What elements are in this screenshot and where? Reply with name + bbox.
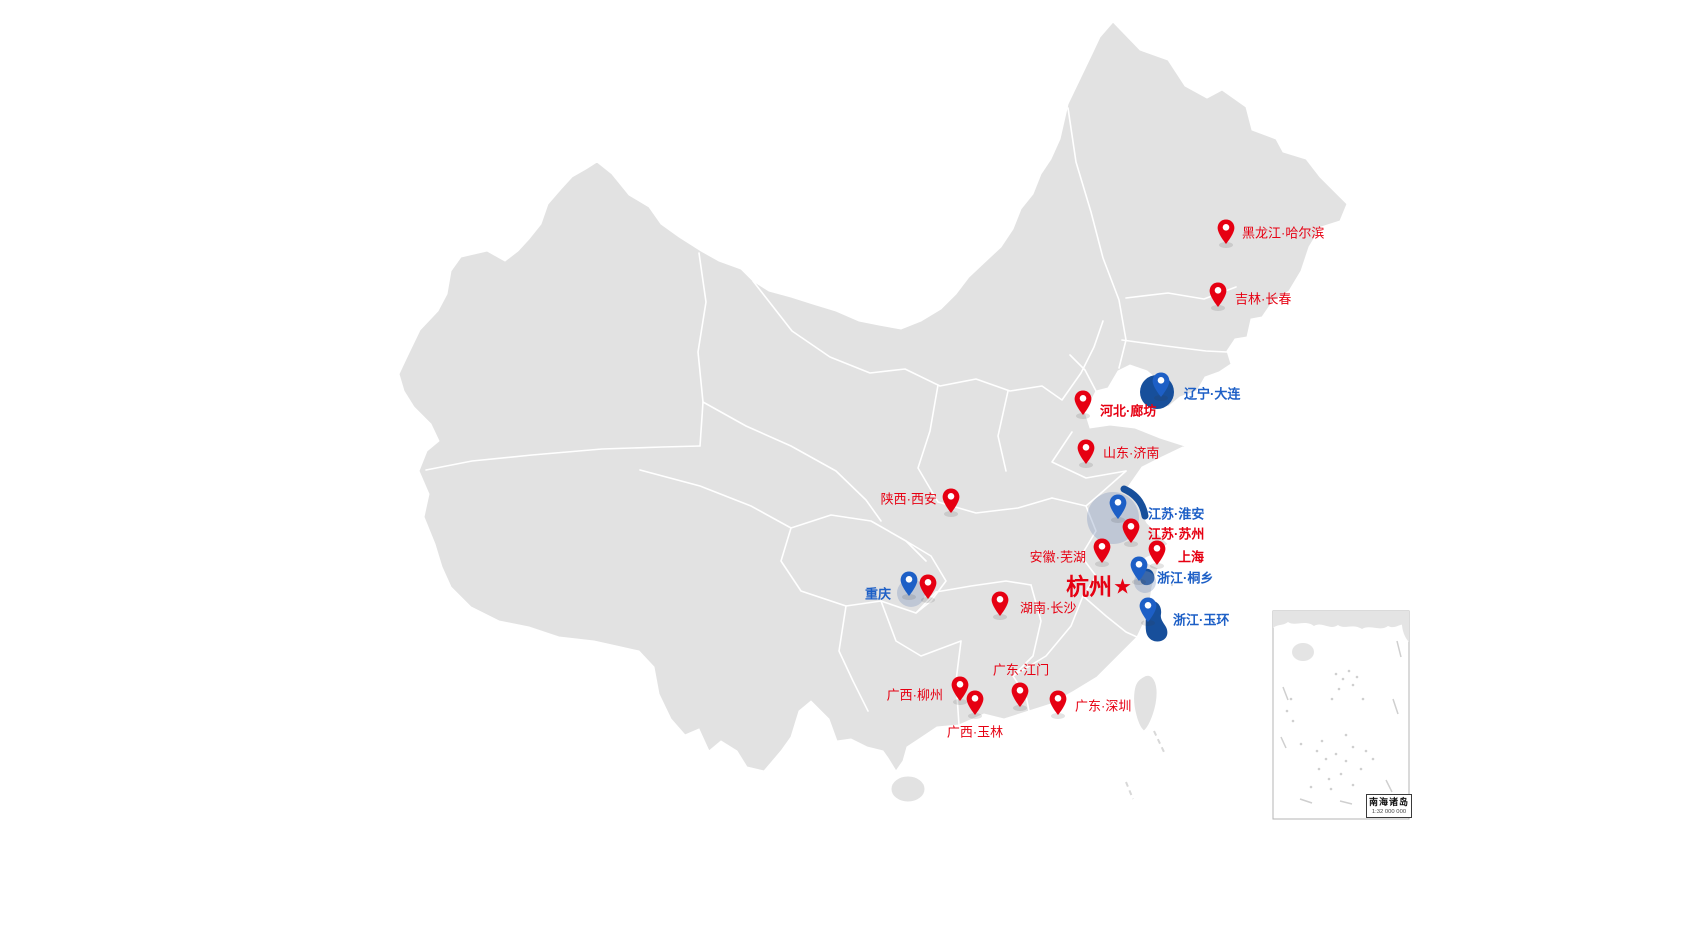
marker-chongqing2 [916,573,940,603]
wuhu-pin-icon[interactable] [1090,537,1114,567]
marker-wuhu: 安徽·芜湖 [1030,537,1114,567]
marker-xian: 陕西·西安 [881,487,963,517]
chongqing-pin-icon[interactable] [897,570,921,600]
taiwan-island [1133,674,1158,732]
marker-langfang: 河北·廊坊 [1071,389,1156,419]
marker-changsha: 湖南·长沙 [988,590,1076,620]
harbin-pin-icon[interactable] [1214,218,1238,248]
huaian-coast-highlight [1120,485,1149,520]
marker-jinan: 山东·济南 [1074,438,1159,468]
inset-scale: 1:32 000 000 [1371,808,1407,815]
yuhuan-pin-icon[interactable] [1136,596,1160,626]
hq-star-icon: ★ [1113,575,1132,599]
marker-jiangmen: 广东·江门 [993,664,1049,711]
marker-dalian: 辽宁·大连 [1140,371,1240,409]
marker-shenzhen: 广东·深圳 [1046,689,1131,719]
changsha-pin-icon[interactable] [988,590,1012,620]
marker-suzhou: 江苏·苏州 [1119,517,1204,547]
china-outline [398,21,1348,772]
marker-yulin: 广西·玉林 [947,689,1003,739]
marker-changchun: 吉林·长春 [1206,281,1291,311]
hq-marker-hangzhou[interactable]: 杭州 ★ [1066,573,1132,600]
xian-pin-icon[interactable] [939,487,963,517]
marker-harbin: 黑龙江·哈尔滨 [1214,218,1324,248]
inset-caption-box: 南海诸岛 1:32 000 000 [1366,794,1412,818]
langfang-pin-icon[interactable] [1071,389,1095,419]
changchun-pin-icon[interactable] [1206,281,1230,311]
tongxiang-pin-icon[interactable] [1127,555,1151,585]
inset-title: 南海诸岛 [1368,797,1409,807]
yulin-pin-icon[interactable] [963,689,987,719]
coastal-islets [1125,575,1174,800]
shanghai-pin-icon[interactable] [1145,539,1169,569]
dalian-pin-icon[interactable] [1149,371,1173,401]
inset-islands [1280,640,1402,805]
marker-yuhuan: 浙江·玉环 [1136,596,1229,627]
suzhou-pin-icon[interactable] [1119,517,1143,547]
inset-map-south-china-sea [1272,610,1410,820]
huaian-pin-icon[interactable] [1106,493,1130,523]
hainan-island [890,775,926,803]
shenzhen-pin-icon[interactable] [1046,689,1070,719]
chongqing2-pin-icon[interactable] [916,573,940,603]
hq-city-label: 杭州 [1066,573,1113,600]
liuzhou-pin-icon[interactable] [948,675,972,705]
jiangmen-pin-icon[interactable] [1008,681,1032,711]
jinan-pin-icon[interactable] [1074,438,1098,468]
